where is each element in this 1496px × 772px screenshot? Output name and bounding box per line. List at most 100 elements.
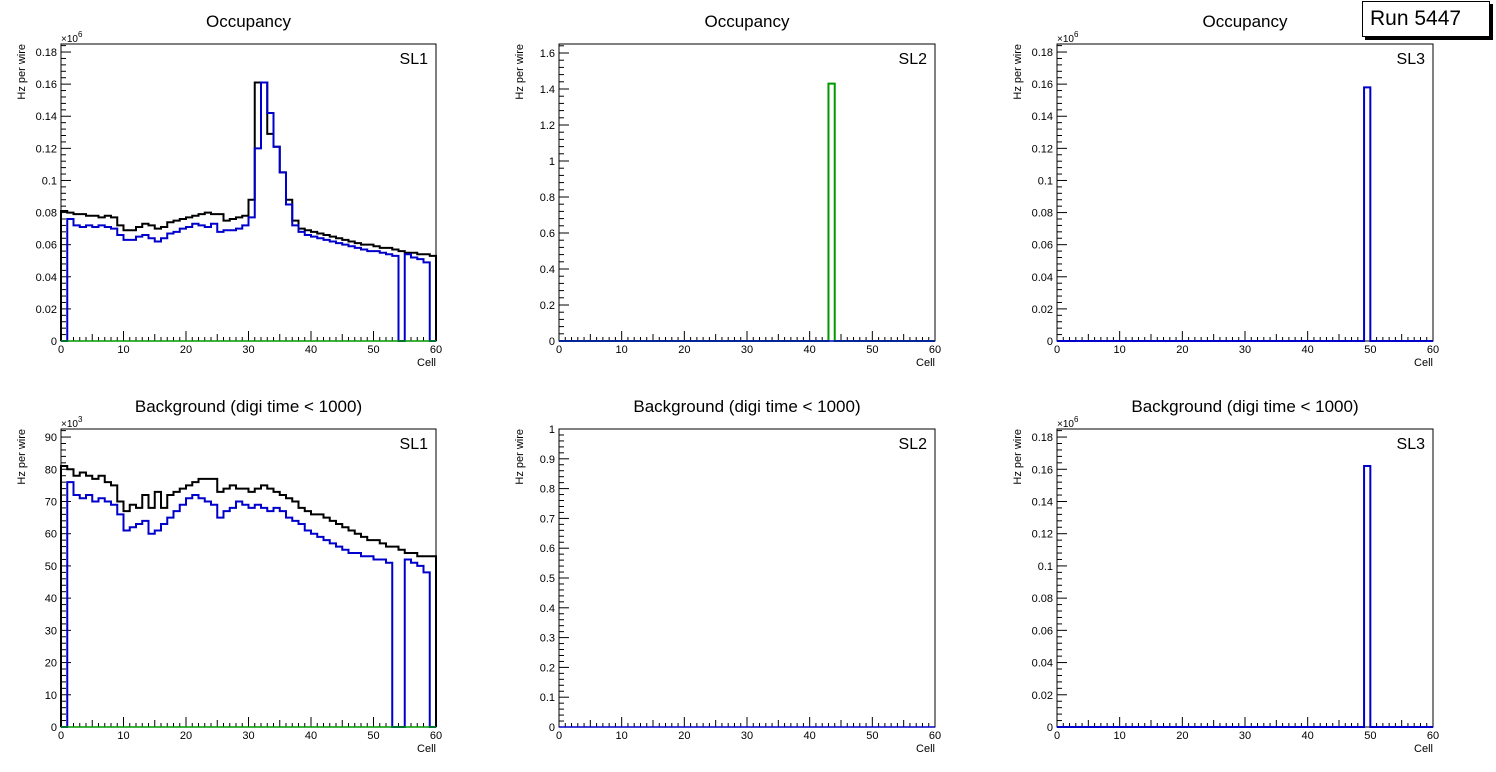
superlayer-label: SL1 — [400, 436, 429, 453]
x-tick-label: 20 — [180, 730, 192, 742]
plot-frame — [1056, 428, 1434, 728]
x-tick-label: 10 — [1114, 730, 1126, 742]
y-tick-label: 20 — [45, 658, 57, 670]
axis-exponent-label: ×106 — [1057, 415, 1079, 430]
x-tick-label: 40 — [305, 344, 317, 356]
x-tick-label: 10 — [1114, 344, 1126, 356]
x-axis-label: Cell — [916, 743, 935, 755]
superlayer-label: SL2 — [899, 51, 928, 68]
y-tick-label: 0.2 — [540, 662, 555, 674]
y-tick-label: 0.12 — [1032, 529, 1053, 541]
y-axis-label: Hz per wire — [514, 429, 526, 485]
histogram-series-layer-blue — [61, 481, 436, 728]
y-tick-label: 30 — [45, 625, 57, 637]
y-tick-label: 0 — [549, 722, 555, 734]
x-tick-label: 10 — [616, 344, 628, 356]
y-tick-label: 60 — [45, 529, 57, 541]
x-tick-label: 30 — [1239, 344, 1251, 356]
x-tick-label: 50 — [367, 730, 379, 742]
histogram-series-layer-blue — [61, 81, 436, 342]
y-tick-label: 0.1 — [42, 175, 57, 187]
y-tick-label: 0.4 — [540, 603, 555, 615]
x-axis-label: Cell — [916, 357, 935, 369]
y-tick-label: 50 — [45, 561, 57, 573]
x-tick-label: 50 — [1364, 344, 1376, 356]
y-tick-label: 0 — [549, 336, 555, 348]
x-tick-label: 0 — [58, 344, 64, 356]
x-tick-label: 0 — [556, 730, 562, 742]
y-tick-label: 0.02 — [1032, 690, 1053, 702]
y-tick-label: 0.06 — [1032, 240, 1053, 252]
x-tick-label: 30 — [741, 730, 753, 742]
y-axis-label: Hz per wire — [514, 44, 526, 100]
plot-frame — [558, 428, 936, 728]
x-tick-label: 50 — [1364, 730, 1376, 742]
y-tick-label: 0.8 — [540, 484, 555, 496]
x-tick-label: 10 — [117, 730, 129, 742]
y-tick-label: 1.2 — [540, 120, 555, 132]
plot-frame — [60, 43, 437, 342]
x-tick-label: 40 — [804, 730, 816, 742]
y-tick-label: 0.12 — [1032, 143, 1053, 155]
y-tick-label: 0.18 — [1032, 432, 1053, 444]
y-tick-label: 0.12 — [36, 143, 57, 155]
histogram-panel-6: Background (digi time < 1000) 0 10 20 30 40 50… — [1012, 397, 1439, 755]
y-tick-label: 0.06 — [36, 240, 57, 252]
histogram-series-layer-green — [559, 82, 935, 342]
y-tick-label: 0 — [1047, 336, 1053, 348]
x-tick-label: 60 — [929, 344, 941, 356]
x-tick-label: 20 — [180, 344, 192, 356]
y-tick-label: 0.02 — [1032, 304, 1053, 316]
histogram-panel-4: Background (digi time < 1000) 0 10 20 30 40 50… — [16, 397, 442, 755]
y-tick-label: 0.16 — [1032, 464, 1053, 476]
plot-frame — [60, 428, 437, 728]
y-tick-label: 0 — [51, 336, 57, 348]
histogram-panel-5: Background (digi time < 1000)0 10 20 30 40 50… — [514, 397, 941, 755]
x-tick-label: 60 — [1427, 730, 1439, 742]
y-tick-label: 0.3 — [540, 633, 555, 645]
y-tick-label: 0.18 — [36, 47, 57, 59]
x-tick-label: 0 — [58, 730, 64, 742]
y-tick-label: 0.08 — [1032, 208, 1053, 220]
x-tick-label: 0 — [1054, 344, 1060, 356]
superlayer-label: SL1 — [400, 51, 429, 68]
y-tick-label: 1 — [549, 424, 555, 436]
x-axis-label: Cell — [1414, 357, 1433, 369]
x-axis-label: Cell — [1414, 743, 1433, 755]
panel-title: Occupancy — [206, 12, 292, 31]
x-tick-label: 60 — [929, 730, 941, 742]
x-tick-label: 30 — [242, 730, 254, 742]
panel-title: Occupancy — [1202, 12, 1288, 31]
x-tick-label: 60 — [1427, 344, 1439, 356]
y-axis-label: Hz per wire — [16, 44, 28, 100]
x-tick-label: 40 — [305, 730, 317, 742]
x-tick-label: 0 — [556, 344, 562, 356]
y-tick-label: 0.06 — [1032, 625, 1053, 637]
y-tick-label: 0.6 — [540, 543, 555, 555]
panel-title: Background (digi time < 1000) — [633, 397, 860, 416]
y-tick-label: 0.18 — [1032, 47, 1053, 59]
y-axis-label: Hz per wire — [1012, 44, 1024, 100]
histogram-series-layer-black — [60, 465, 437, 727]
y-axis-label: Hz per wire — [1012, 429, 1024, 485]
histogram-series-layer-blue — [1057, 465, 1433, 728]
x-tick-label: 40 — [1302, 730, 1314, 742]
x-tick-label: 30 — [741, 344, 753, 356]
x-tick-label: 20 — [1176, 344, 1188, 356]
y-tick-label: 0.08 — [36, 208, 57, 220]
y-tick-label: 0.8 — [540, 192, 555, 204]
y-tick-label: 1.6 — [540, 48, 555, 60]
y-tick-label: 0.9 — [540, 454, 555, 466]
y-tick-label: 70 — [45, 496, 57, 508]
superlayer-label: SL3 — [1397, 51, 1426, 68]
x-tick-label: 50 — [367, 344, 379, 356]
y-tick-label: 0.1 — [1038, 561, 1053, 573]
axis-exponent-label: ×106 — [1057, 30, 1079, 45]
y-tick-label: 0.6 — [540, 228, 555, 240]
x-tick-label: 60 — [430, 344, 442, 356]
y-tick-label: 0.4 — [540, 264, 555, 276]
panel-title: Background (digi time < 1000) — [1131, 397, 1358, 416]
y-tick-label: 90 — [45, 432, 57, 444]
